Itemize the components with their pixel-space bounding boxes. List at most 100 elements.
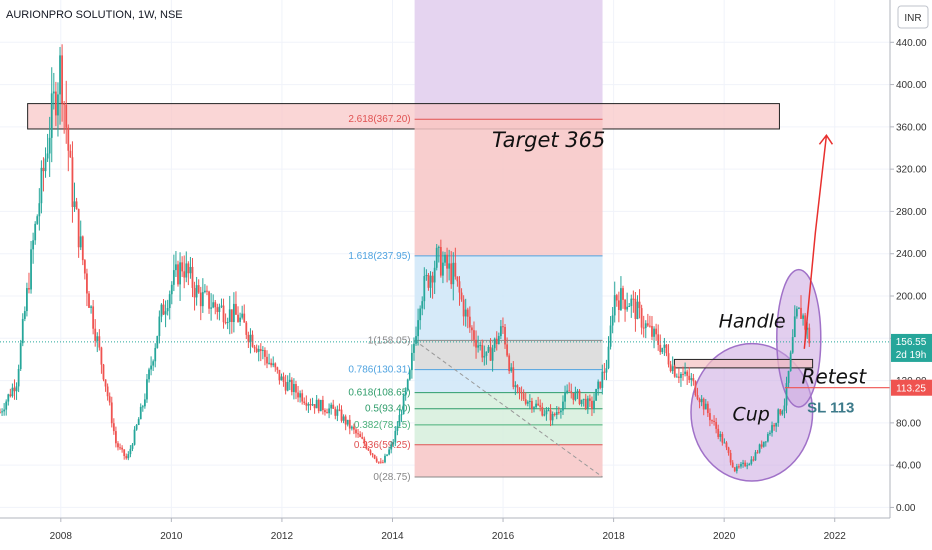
candle-body xyxy=(276,367,279,370)
candle-body xyxy=(152,361,155,366)
candle-body xyxy=(59,55,61,95)
candle-body xyxy=(303,401,306,404)
target-annotation: Target 365 xyxy=(492,128,605,152)
y-tick-label: 80.00 xyxy=(896,418,921,429)
candle-body xyxy=(230,309,233,323)
candle-body xyxy=(731,462,734,468)
candle-body xyxy=(348,419,351,429)
candle-body xyxy=(549,410,552,421)
candle-body xyxy=(402,395,405,415)
candle-body xyxy=(468,316,471,328)
candle-body xyxy=(137,419,140,425)
candle-body xyxy=(597,381,600,390)
candle-body xyxy=(175,264,177,271)
candle-body xyxy=(526,401,529,404)
candle-body xyxy=(721,434,724,443)
candle-body xyxy=(232,303,235,323)
candle-body xyxy=(775,422,778,427)
candle-body xyxy=(423,276,426,302)
candle-body xyxy=(204,290,206,293)
candle-body xyxy=(495,338,498,344)
candle-body xyxy=(539,405,542,408)
candle-body xyxy=(611,315,614,326)
candle-body xyxy=(744,462,747,467)
candle-body xyxy=(338,409,341,411)
candle-body xyxy=(413,343,415,353)
candle-body xyxy=(448,263,451,269)
candle-body xyxy=(75,201,78,209)
candle-body xyxy=(40,167,43,204)
candle-body xyxy=(286,382,289,391)
candle-body xyxy=(317,399,320,412)
fib-trend-line xyxy=(414,339,603,478)
candle-body xyxy=(94,328,97,341)
candle-body xyxy=(682,373,684,375)
candle-body xyxy=(754,452,757,461)
candle-body xyxy=(210,307,213,309)
candle-body xyxy=(342,416,345,421)
candle-body xyxy=(636,301,639,320)
candle-body xyxy=(30,249,32,290)
candle-body xyxy=(429,275,432,288)
candle-body xyxy=(121,447,124,450)
candle-body xyxy=(270,362,273,366)
candle-body xyxy=(593,400,595,409)
fib-band xyxy=(414,392,603,409)
candle-body xyxy=(195,285,198,298)
candle-body xyxy=(3,409,6,412)
candle-body xyxy=(795,308,798,317)
candle-body xyxy=(690,378,693,380)
candle-body xyxy=(197,285,200,293)
candle-body xyxy=(340,409,343,421)
candle-body xyxy=(61,55,63,104)
candle-body xyxy=(280,376,283,381)
candle-body xyxy=(644,323,647,329)
handle-zone xyxy=(673,358,814,369)
currency-button[interactable] xyxy=(897,5,929,29)
candle-body xyxy=(771,425,773,433)
candle-body xyxy=(607,346,610,369)
candle-body xyxy=(106,386,109,397)
candle-body xyxy=(421,301,424,309)
candle-body xyxy=(324,410,326,413)
candle-body xyxy=(603,371,606,373)
candle-body xyxy=(135,424,138,430)
candle-body xyxy=(319,399,322,412)
candle-body xyxy=(634,298,637,320)
candle-body xyxy=(649,325,651,327)
candle-body xyxy=(727,447,730,453)
fib-band xyxy=(414,408,603,425)
candle-body xyxy=(119,447,121,449)
target-zone xyxy=(27,103,780,130)
candle-body xyxy=(673,366,676,377)
candle-body xyxy=(282,376,285,382)
candle-body xyxy=(675,376,678,378)
candle-body xyxy=(717,428,720,437)
candle-body xyxy=(789,352,792,371)
candle-body xyxy=(804,315,807,330)
candle-body xyxy=(553,413,556,415)
candle-body xyxy=(129,448,132,455)
candle-body xyxy=(762,441,765,447)
x-tick-label: 2020 xyxy=(713,531,736,542)
candle-body xyxy=(28,288,30,290)
candle-body xyxy=(172,270,175,285)
candle-body xyxy=(655,328,658,335)
candle-body xyxy=(514,385,517,387)
candle-body xyxy=(599,381,602,388)
candle-body xyxy=(179,262,181,285)
candle-body xyxy=(290,379,293,393)
candle-body xyxy=(297,392,299,398)
candle-body xyxy=(742,462,744,465)
candle-body xyxy=(334,408,337,416)
candle-body xyxy=(123,449,126,456)
candle-body xyxy=(783,405,786,411)
candle-body xyxy=(497,336,500,344)
candle-body xyxy=(353,426,355,430)
x-tick-label: 2018 xyxy=(602,531,625,542)
candle-body xyxy=(702,398,705,410)
candle-body xyxy=(42,167,45,172)
candle-body xyxy=(537,403,540,406)
